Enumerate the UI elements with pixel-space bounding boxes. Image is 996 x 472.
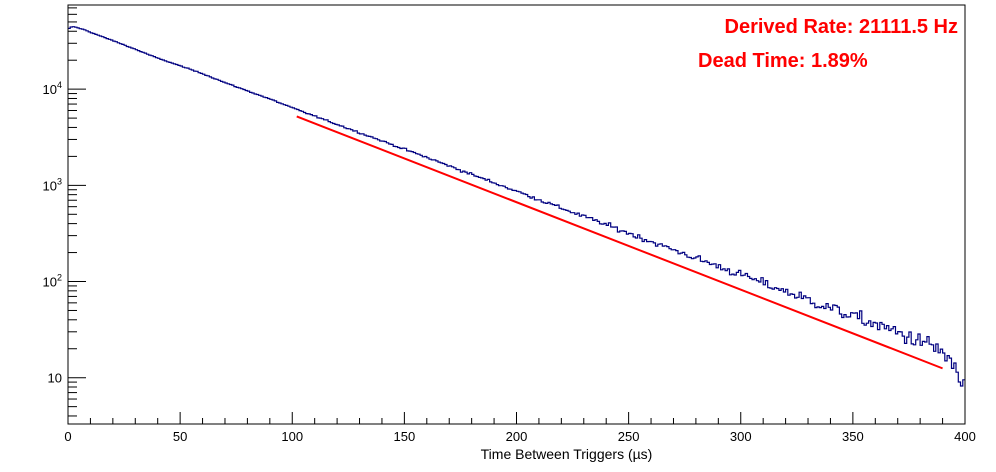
- histogram-series: [68, 26, 965, 387]
- x-tick-label: 150: [394, 429, 416, 444]
- x-tick-label: 50: [173, 429, 187, 444]
- x-tick-label: 100: [281, 429, 303, 444]
- y-tick-exponent: 4: [57, 80, 62, 90]
- x-axis-ticks: 0 50 100 150 200 250 300 350 400: [64, 412, 976, 444]
- dead-time-label: Dead Time: 1.89%: [698, 50, 868, 72]
- y-tick-exponent: 2: [57, 273, 62, 283]
- y-tick-label: 102: [43, 273, 62, 290]
- exponential-fit-line: [296, 115, 943, 370]
- y-axis-ticks: 10 102 103 104: [43, 7, 86, 417]
- y-tick-label: 103: [43, 176, 62, 193]
- x-tick-label: 400: [954, 429, 976, 444]
- x-tick-label: 300: [730, 429, 752, 444]
- x-tick-label: 250: [618, 429, 640, 444]
- x-tick-label: 200: [506, 429, 528, 444]
- y-tick-label: 10: [48, 371, 62, 386]
- x-axis-title: Time Between Triggers (µs): [481, 446, 653, 462]
- y-tick-label: 104: [43, 80, 62, 97]
- x-tick-label: 0: [64, 429, 71, 444]
- fit-series: [296, 115, 943, 370]
- histogram-line: [68, 26, 965, 387]
- x-tick-label: 350: [842, 429, 864, 444]
- y-tick-exponent: 3: [57, 176, 62, 186]
- derived-rate-label: Derived Rate: 21111.5 Hz: [725, 16, 958, 38]
